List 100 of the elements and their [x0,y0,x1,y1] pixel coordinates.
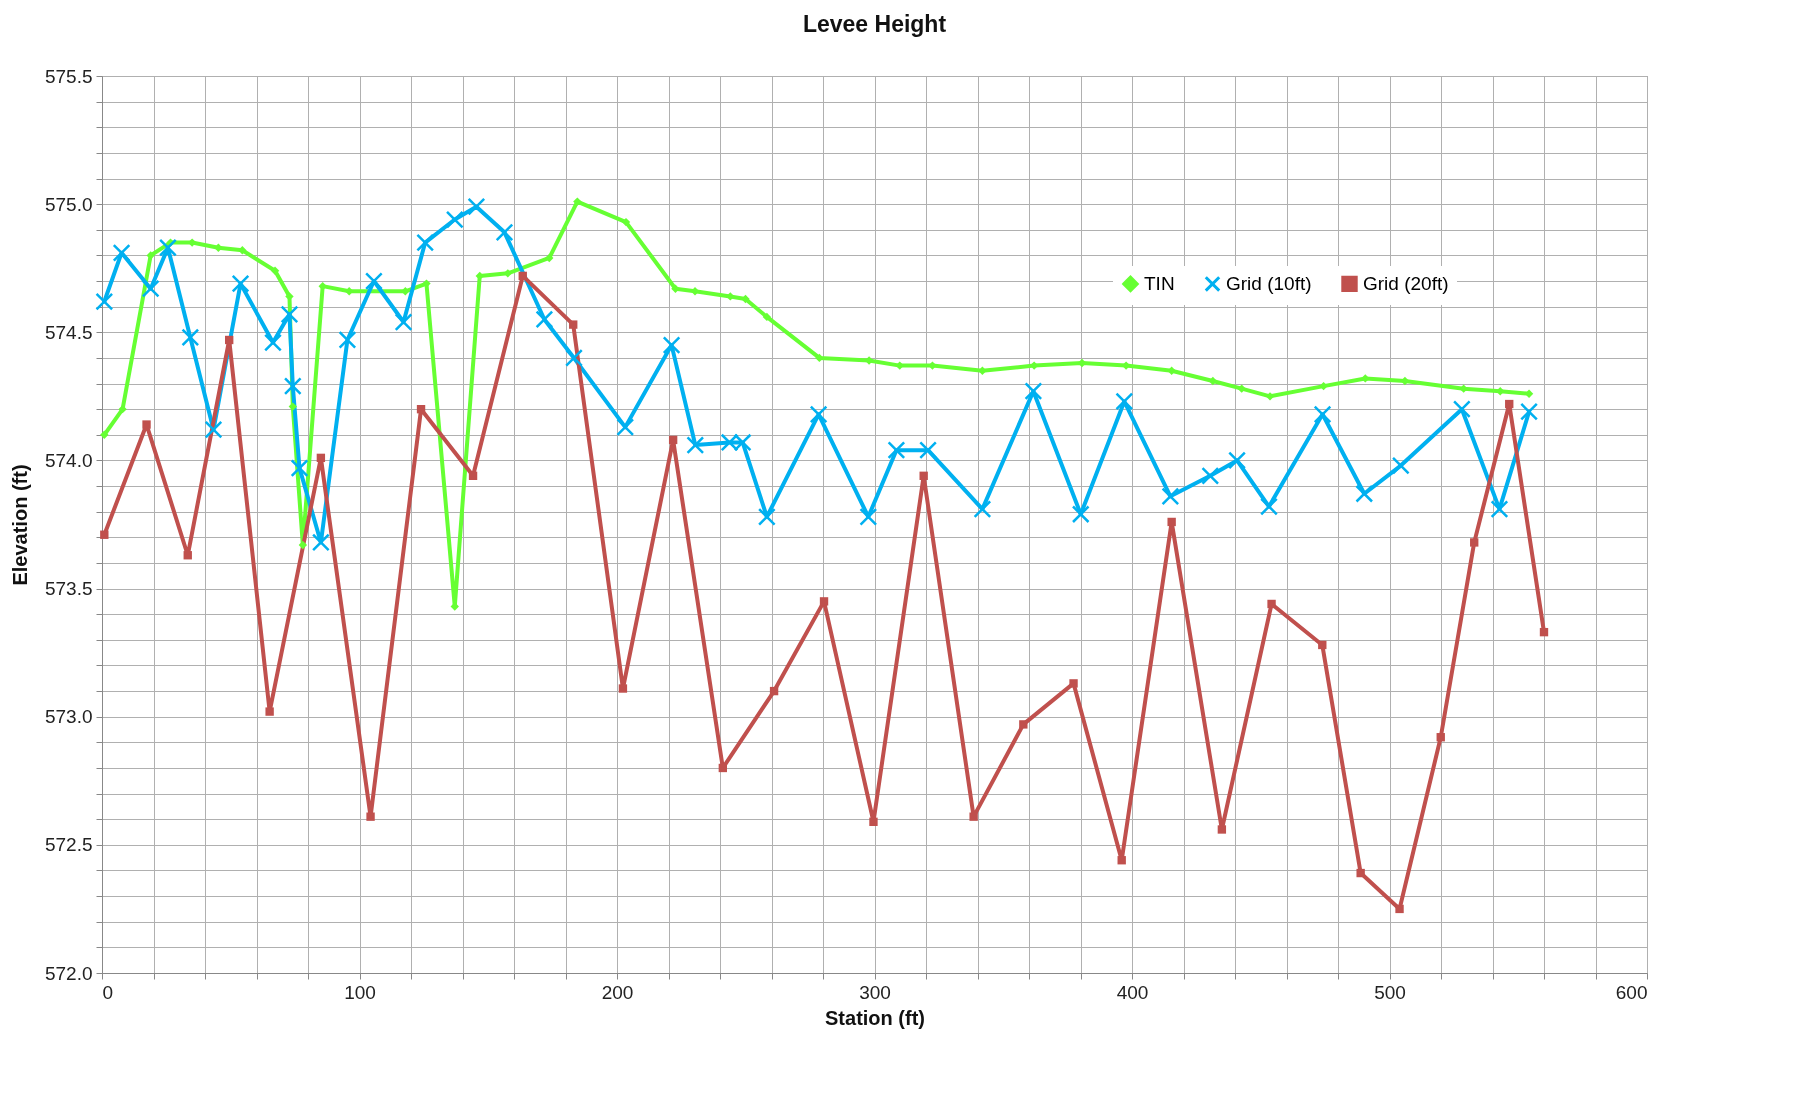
point [762,312,772,322]
point [1237,384,1246,393]
point [1313,405,1332,424]
point [183,551,192,560]
point [769,686,779,696]
point [535,310,554,329]
x-tick-label: 100 [344,981,376,1003]
point [263,333,282,352]
point [887,441,906,460]
point [869,817,878,826]
point [1356,868,1365,878]
point [288,402,297,411]
y-tick-label: 574.5 [44,321,93,343]
chart-title: Levee Height [802,11,947,37]
point [1117,856,1126,865]
point [1167,517,1176,527]
point [978,366,987,375]
point [394,313,413,332]
point [416,233,435,252]
point [445,210,464,229]
point [1265,392,1275,401]
point [621,217,631,227]
point [204,420,223,439]
y-tick-label: 572.5 [44,834,93,856]
point [265,707,274,716]
point [1019,720,1028,729]
point [146,251,155,260]
y-tick-label: 573.5 [44,578,93,600]
x-tick-label: 200 [601,981,634,1003]
point [565,348,583,367]
x-tick-label: 300 [859,981,891,1003]
point [1355,484,1374,503]
point [1391,456,1410,475]
point [618,684,628,693]
point [338,330,357,349]
x-tick-label: 400 [1116,981,1149,1003]
point [1318,640,1327,650]
legend-label: TIN [1144,272,1175,294]
point [1539,627,1549,637]
point [1490,500,1509,519]
y-tick-label: 575.5 [44,65,93,87]
point [416,404,426,414]
y-tick-label: 573.0 [44,706,93,728]
point [1436,733,1445,742]
point [1201,466,1220,485]
point [112,243,131,262]
point [495,223,514,242]
point [668,435,678,445]
point [919,471,928,480]
point [142,420,151,429]
point [718,763,728,773]
point [468,471,478,480]
point [1395,904,1404,914]
point [1319,381,1328,391]
y-tick-label: 572.0 [44,962,93,984]
point [741,294,750,304]
point [100,530,109,539]
point [1071,505,1090,524]
y-tick-label: 574.0 [44,449,93,471]
point [283,377,302,396]
point [298,540,308,550]
point [1267,599,1276,609]
point [1024,382,1043,401]
point [280,305,299,324]
point [1452,400,1471,419]
point [720,433,739,452]
point [973,500,992,519]
point [1259,497,1278,516]
point [225,335,234,345]
point [518,271,527,281]
point [100,430,109,439]
point [1520,402,1539,421]
point [311,533,330,552]
point [757,507,776,526]
point [467,197,486,216]
point [569,320,578,329]
point [616,418,635,437]
point [366,812,375,821]
point [1217,825,1227,834]
legend-label: Grid (10ft) [1226,272,1312,294]
y-tick-label: 575.0 [44,193,93,215]
x-tick-label: 0 [102,981,114,1003]
point [316,453,326,463]
point [141,279,160,298]
point [662,336,681,355]
point [1161,487,1180,506]
point [158,238,177,257]
point [1167,366,1176,375]
point [1228,451,1247,470]
x-tick-label: 500 [1374,981,1406,1003]
point [819,597,829,606]
y-axis-title: Elevation (ft) [8,464,31,586]
point [364,272,383,291]
x-axis-title: Station (ft) [825,1006,925,1029]
point [573,197,582,206]
point [859,507,878,526]
point [95,292,114,311]
point [686,436,705,455]
point [733,433,752,452]
point [815,353,824,363]
